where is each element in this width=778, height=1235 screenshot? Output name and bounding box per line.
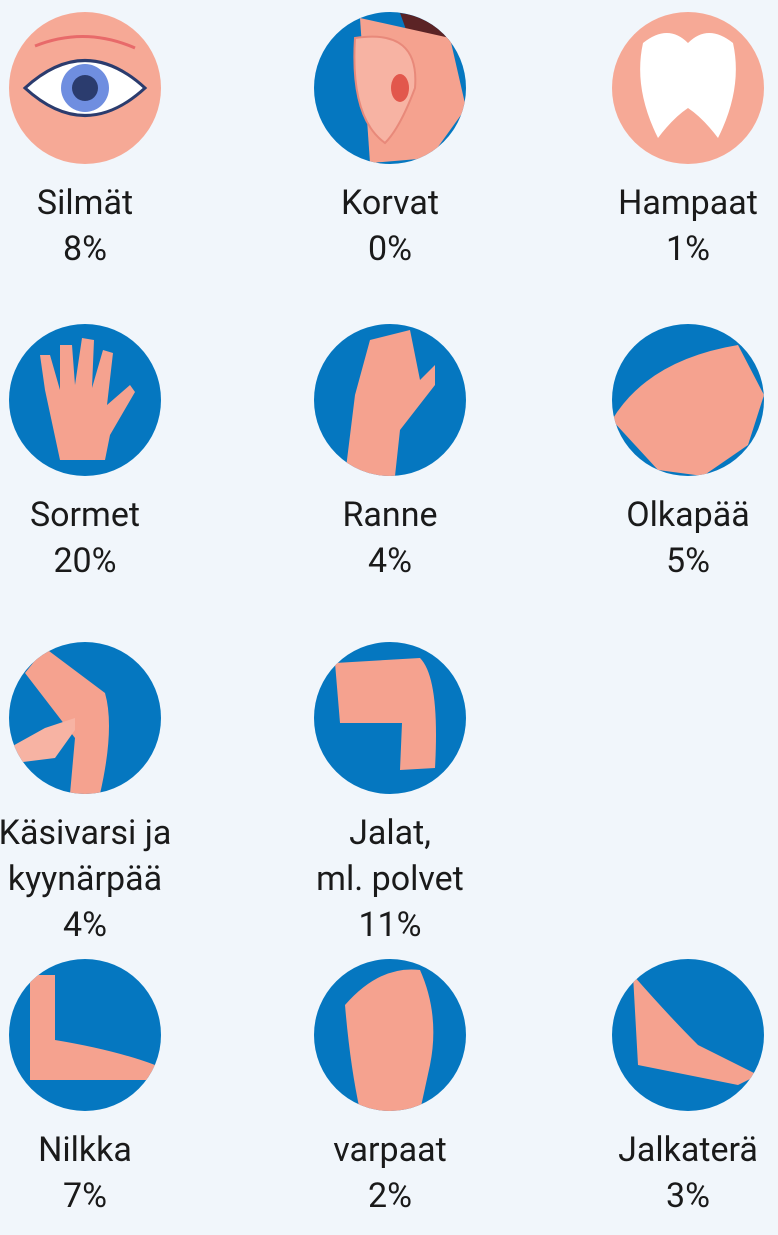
- part-label: Käsivarsi ja: [0, 813, 171, 853]
- part-percent: 4%: [368, 541, 412, 581]
- part-label: Sormet: [30, 495, 140, 535]
- part-label: Jalkaterä: [618, 1130, 758, 1170]
- part-label: ml. polvet: [316, 859, 464, 899]
- part-label: Silmät: [37, 183, 133, 223]
- part-percent: 4%: [63, 905, 107, 945]
- part-percent: 7%: [63, 1176, 107, 1216]
- infographic: Silmät 8% Korvat 0% Hampaat 1% Sormet 20% Ranne 4…: [0, 0, 778, 1235]
- part-label: Korvat: [341, 183, 439, 223]
- part-percent: 11%: [358, 905, 421, 945]
- part-percent: 5%: [666, 541, 710, 581]
- part-label: Nilkka: [38, 1130, 132, 1170]
- pupil: [72, 75, 98, 101]
- part-label: Olkapää: [626, 495, 749, 535]
- part-percent: 8%: [63, 229, 107, 269]
- part-label: Ranne: [342, 495, 437, 535]
- part-label: Hampaat: [618, 183, 758, 223]
- part-label: kyynärpää: [8, 859, 162, 899]
- part-percent: 3%: [666, 1176, 710, 1216]
- part-percent: 2%: [368, 1176, 412, 1216]
- part-label: varpaat: [333, 1130, 446, 1170]
- part-percent: 1%: [666, 229, 710, 269]
- page: Silmät 8% Korvat 0% Hampaat 1% Sormet 20% Ranne 4…: [0, 0, 778, 1235]
- part-percent: 0%: [368, 229, 412, 269]
- part-label: Jalat,: [349, 813, 431, 853]
- part-percent: 20%: [53, 541, 116, 581]
- ear-canal: [391, 74, 409, 102]
